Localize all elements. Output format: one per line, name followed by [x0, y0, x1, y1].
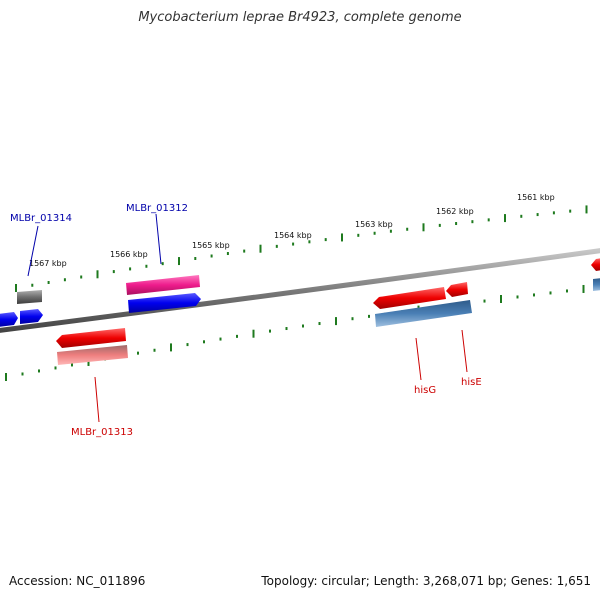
gene-labels: MLBr_01314 MLBr_01312 MLBr_01313 hisG hi…: [10, 203, 482, 438]
cds-forward-mlbr-01312[interactable]: [128, 293, 201, 313]
forward-genes: [0, 258, 600, 327]
leader-hisE: [461, 329, 468, 373]
ruler-label-1563: 1563 kbp: [355, 220, 393, 229]
ruler-label-1562: 1562 kbp: [436, 207, 474, 216]
ruler-label-1564: 1564 kbp: [274, 231, 312, 240]
cds-forward-left-1[interactable]: [0, 312, 18, 327]
cds-forward-left-2[interactable]: [20, 309, 43, 324]
leader-mlbr-01314: [27, 225, 39, 277]
cds-reverse-mlbr-01313[interactable]: [56, 328, 126, 348]
genome-title: Mycobacterium leprae Br4923, complete ge…: [138, 10, 462, 25]
gene-right-edge[interactable]: [593, 278, 600, 291]
ruler-label-1561: 1561 kbp: [517, 193, 555, 202]
leader-mlbr-01313: [94, 376, 100, 423]
leader-mlbr-01312: [155, 213, 162, 265]
gene-mlbr-01314[interactable]: [17, 290, 42, 304]
label-mlbr-01313[interactable]: MLBr_01313: [71, 427, 133, 438]
forward-ruler-ticks: [15, 205, 588, 292]
ruler-labels: 1561 kbp 1562 kbp 1563 kbp 1564 kbp 1565…: [29, 193, 555, 268]
gene-mlbr-01312[interactable]: [126, 275, 200, 295]
ruler-label-1566: 1566 kbp: [110, 250, 148, 259]
cds-forward-right-edge[interactable]: [591, 258, 600, 271]
gene-hisG-hisE[interactable]: [375, 300, 472, 327]
label-mlbr-01312[interactable]: MLBr_01312: [126, 203, 188, 214]
ruler-label-1565: 1565 kbp: [192, 241, 230, 250]
cds-reverse-hisG[interactable]: [373, 287, 446, 309]
leader-hisG: [415, 337, 422, 381]
accession-text: Accession: NC_011896: [9, 574, 146, 588]
label-hisE[interactable]: hisE: [461, 377, 482, 388]
genome-backbone: [0, 248, 600, 333]
cds-reverse-hisE[interactable]: [446, 282, 468, 297]
label-mlbr-01314[interactable]: MLBr_01314: [10, 213, 72, 224]
gene-mlbr-01313[interactable]: [57, 345, 128, 365]
ruler-label-1567: 1567 kbp: [29, 259, 67, 268]
reverse-genes: [56, 282, 472, 365]
label-hisG[interactable]: hisG: [414, 385, 436, 396]
topology-text: Topology: circular; Length: 3,268,071 bp…: [261, 574, 591, 588]
